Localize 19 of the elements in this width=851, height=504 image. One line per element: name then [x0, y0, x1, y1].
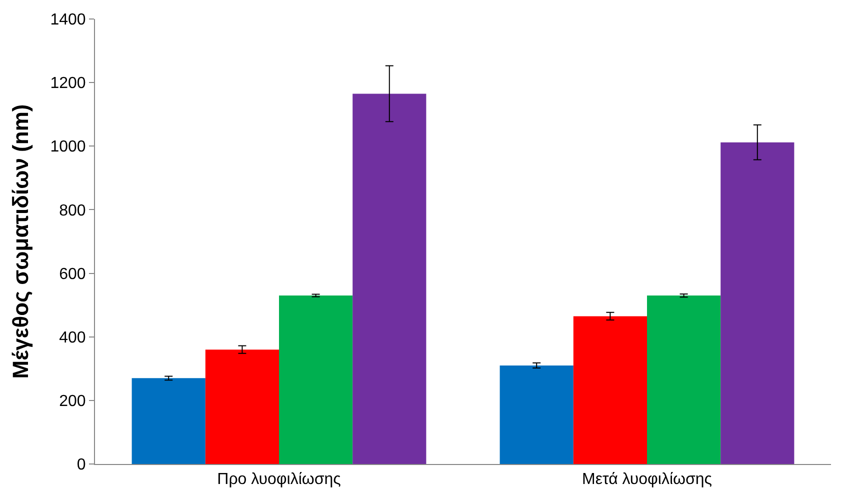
x-tick-label: Προ λυοφιλίωσης — [217, 471, 342, 488]
y-tick-label: 600 — [59, 266, 86, 283]
y-tick-label: 1200 — [50, 75, 86, 92]
bar — [205, 350, 279, 464]
bar — [132, 378, 206, 464]
bar — [647, 296, 721, 464]
y-tick-label: 400 — [59, 329, 86, 346]
bar — [573, 316, 647, 464]
bar — [500, 365, 574, 464]
y-tick-label: 1000 — [50, 138, 86, 156]
y-tick-label: 1400 — [50, 12, 86, 29]
x-tick-label: Μετά λυοφιλίωσης — [582, 471, 712, 488]
y-tick-label: 800 — [59, 202, 86, 220]
bar — [352, 94, 426, 464]
bar — [279, 296, 353, 464]
bar — [720, 142, 794, 464]
y-tick-label: 0 — [76, 456, 86, 474]
y-tick-label: 200 — [59, 393, 86, 410]
y-axis-title: Μέγεθος σωματιδίων (nm) — [8, 104, 34, 379]
